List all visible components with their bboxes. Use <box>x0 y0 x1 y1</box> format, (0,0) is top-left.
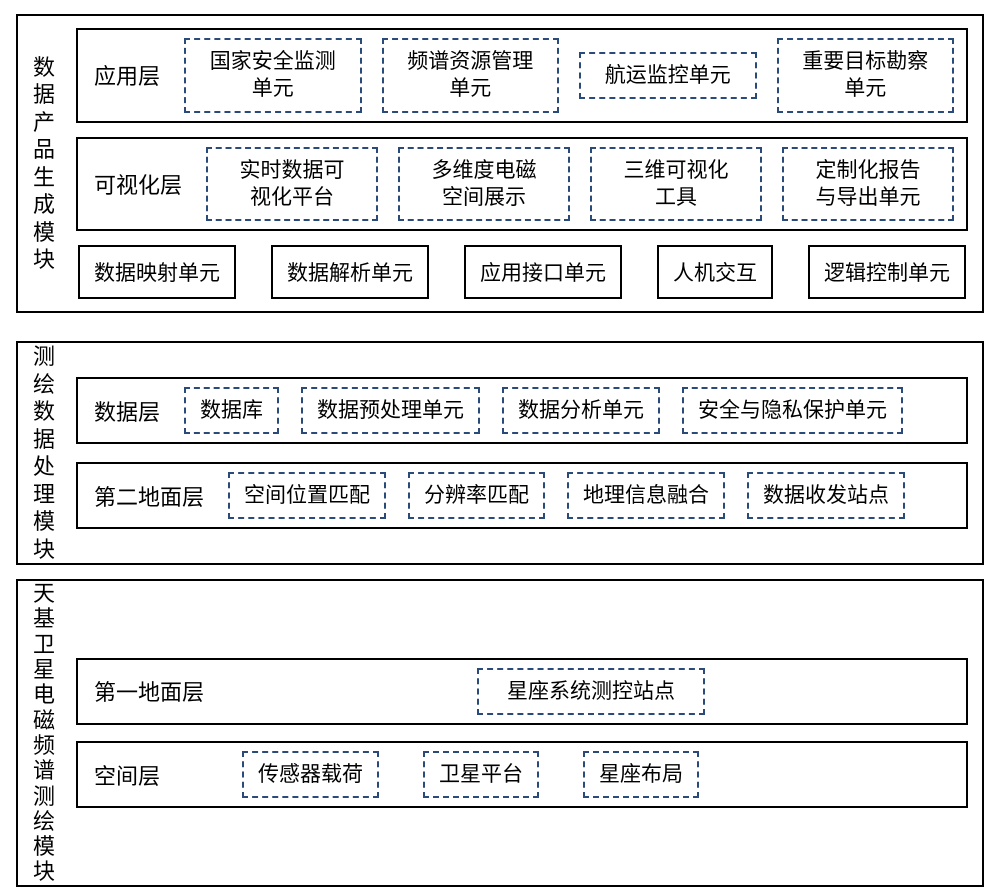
box-database: 数据库 <box>184 387 279 434</box>
row-first-ground-layer: 第一地面层 星座系统测控站点 <box>76 658 968 725</box>
box-spectrum-resource: 频谱资源管理 单元 <box>382 38 560 113</box>
box-hci: 人机交互 <box>657 245 773 299</box>
box-data-txrx-station: 数据收发站点 <box>747 472 905 519</box>
box-realtime-viz: 实时数据可 视化平台 <box>206 147 378 222</box>
row-items: 空间位置匹配 分辨率匹配 地理信息融合 数据收发站点 <box>228 472 954 519</box>
box-preprocess: 数据预处理单元 <box>301 387 480 434</box>
module-label: 数据产品生成模块 <box>18 16 70 311</box>
module-label-text: 天基卫星电磁频谱测绘模块 <box>33 581 55 885</box>
box-national-security: 国家安全监测 单元 <box>184 38 362 113</box>
box-geo-fusion: 地理信息融合 <box>567 472 725 519</box>
row-second-ground-layer: 第二地面层 空间位置匹配 分辨率匹配 地理信息融合 数据收发站点 <box>76 462 968 529</box>
module-data-product: 数据产品生成模块 应用层 国家安全监测 单元 频谱资源管理 单元 航运监控单元 … <box>16 14 984 313</box>
box-constellation-layout: 星座布局 <box>583 751 699 798</box>
row-label: 空间层 <box>90 759 202 791</box>
module-body: 第一地面层 星座系统测控站点 空间层 传感器载荷 卫星平台 星座布局 <box>70 581 982 885</box>
row-visualization-layer: 可视化层 实时数据可 视化平台 多维度电磁 空间展示 三维可视化 工具 定制化报… <box>76 137 968 232</box>
box-spatial-match: 空间位置匹配 <box>228 472 386 519</box>
row-items: 星座系统测控站点 <box>228 668 954 715</box>
box-3d-viz: 三维可视化 工具 <box>590 147 762 222</box>
module-body: 数据层 数据库 数据预处理单元 数据分析单元 安全与隐私保护单元 第二地面层 空… <box>70 343 982 563</box>
box-satellite-platform: 卫星平台 <box>423 751 539 798</box>
box-data-analysis: 数据分析单元 <box>502 387 660 434</box>
module-label-text: 数据产品生成模块 <box>33 54 55 274</box>
row-label: 可视化层 <box>90 168 186 200</box>
box-target-recon: 重要目标勘察 单元 <box>777 38 955 113</box>
module-gap <box>16 313 984 341</box>
box-resolution-match: 分辨率匹配 <box>408 472 545 519</box>
module-space-satellite-em: 天基卫星电磁频谱测绘模块 第一地面层 星座系统测控站点 空间层 传感器载荷 卫星… <box>16 579 984 887</box>
row-items: 传感器载荷 卫星平台 星座布局 <box>222 751 954 798</box>
row-label: 第一地面层 <box>90 675 208 707</box>
row-items: 实时数据可 视化平台 多维度电磁 空间展示 三维可视化 工具 定制化报告 与导出… <box>206 147 954 222</box>
box-custom-report: 定制化报告 与导出单元 <box>782 147 954 222</box>
module-label: 天基卫星电磁频谱测绘模块 <box>18 581 70 885</box>
box-sensor-payload: 传感器载荷 <box>242 751 379 798</box>
box-data-parse: 数据解析单元 <box>271 245 429 299</box>
row-data-layer: 数据层 数据库 数据预处理单元 数据分析单元 安全与隐私保护单元 <box>76 377 968 444</box>
module-body: 应用层 国家安全监测 单元 频谱资源管理 单元 航运监控单元 重要目标勘察 单元… <box>70 16 982 311</box>
row-label: 第二地面层 <box>90 480 208 512</box>
box-multidim-em: 多维度电磁 空间展示 <box>398 147 570 222</box>
row-units: 数据映射单元 数据解析单元 应用接口单元 人机交互 逻辑控制单元 <box>76 245 968 299</box>
row-items: 国家安全监测 单元 频谱资源管理 单元 航运监控单元 重要目标勘察 单元 <box>184 38 954 113</box>
module-label: 测绘数据处理模块 <box>18 343 70 563</box>
row-application-layer: 应用层 国家安全监测 单元 频谱资源管理 单元 航运监控单元 重要目标勘察 单元 <box>76 28 968 123</box>
box-security-privacy: 安全与隐私保护单元 <box>682 387 903 434</box>
row-space-layer: 空间层 传感器载荷 卫星平台 星座布局 <box>76 741 968 808</box>
row-items: 数据库 数据预处理单元 数据分析单元 安全与隐私保护单元 <box>184 387 954 434</box>
box-constellation-ttc: 星座系统测控站点 <box>477 668 705 715</box>
box-logic-control: 逻辑控制单元 <box>808 245 966 299</box>
box-app-interface: 应用接口单元 <box>464 245 622 299</box>
module-label-text: 测绘数据处理模块 <box>33 343 55 563</box>
row-label: 数据层 <box>90 395 164 427</box>
row-label: 应用层 <box>90 59 164 91</box>
module-gap <box>16 565 984 579</box>
module-survey-data-processing: 测绘数据处理模块 数据层 数据库 数据预处理单元 数据分析单元 安全与隐私保护单… <box>16 341 984 565</box>
box-data-mapping: 数据映射单元 <box>78 245 236 299</box>
box-shipping-monitor: 航运监控单元 <box>579 52 757 99</box>
